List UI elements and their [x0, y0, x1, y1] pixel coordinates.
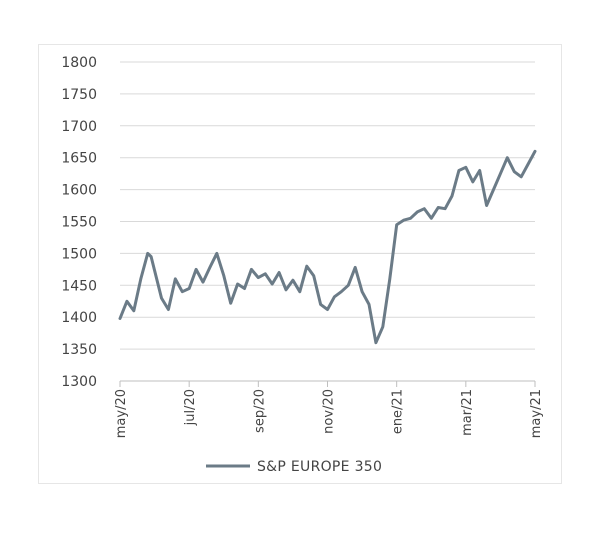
- y-tick-label: 1600: [61, 183, 97, 199]
- x-tick-label: nov/20: [322, 389, 337, 434]
- x-tick-label: mar/21: [460, 389, 475, 436]
- y-tick-label: 1650: [61, 151, 97, 167]
- series-line-0: [118, 149, 537, 345]
- x-axis-ticks: may/20 jul/20 sep/20 nov/20 ene/21 mar/21 may/…: [114, 381, 544, 438]
- x-tick-label: jul/20: [183, 389, 198, 426]
- y-tick-label: 1300: [61, 374, 97, 390]
- y-tick-label: 1700: [61, 119, 97, 135]
- x-tick-label: ene/21: [391, 389, 406, 434]
- y-tick-label: 1400: [61, 310, 97, 326]
- y-tick-label: 1800: [61, 55, 97, 71]
- y-tick-label: 1550: [61, 215, 97, 231]
- y-tick-label: 1750: [61, 87, 97, 103]
- y-tick-label: 1500: [61, 246, 97, 262]
- y-tick-label: 1450: [61, 278, 97, 294]
- y-axis-ticks: 1300 1350 1400 1450 1500 1550 1600 1650 1700 1750…: [61, 55, 97, 390]
- legend: S&P EUROPE 350: [206, 459, 382, 475]
- series-group: [118, 149, 537, 345]
- gridlines: [120, 61, 535, 382]
- y-tick-label: 1350: [61, 342, 97, 358]
- x-tick-label: sep/20: [252, 389, 267, 433]
- x-tick-label: may/20: [114, 389, 129, 438]
- legend-label: S&P EUROPE 350: [257, 459, 382, 475]
- chart-frame: [38, 44, 562, 484]
- x-tick-label: may/21: [529, 389, 544, 438]
